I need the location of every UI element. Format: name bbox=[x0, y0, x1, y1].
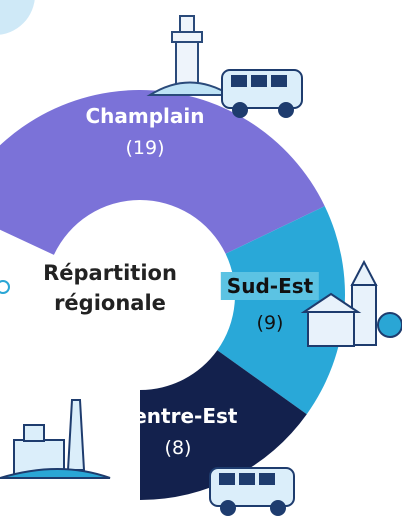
van-icon bbox=[222, 70, 302, 117]
corner-decoration bbox=[0, 0, 35, 35]
segment-label: Centre-Est bbox=[119, 404, 238, 428]
segment-label: Champlain bbox=[85, 104, 204, 128]
value-label: (8) bbox=[165, 437, 192, 459]
segment-label: Sud-Est bbox=[221, 272, 319, 300]
dot-decoration bbox=[0, 281, 9, 293]
value-label: (9) bbox=[257, 312, 284, 334]
value-label: (19) bbox=[125, 137, 164, 159]
monument-icon bbox=[0, 400, 110, 478]
chart-title: Répartition régionale bbox=[30, 258, 190, 318]
infographic: Répartition régionale Champlain (19) Sud-E… bbox=[0, 0, 402, 519]
van-icon-bottom bbox=[210, 468, 294, 515]
lighthouse-icon bbox=[150, 16, 230, 95]
